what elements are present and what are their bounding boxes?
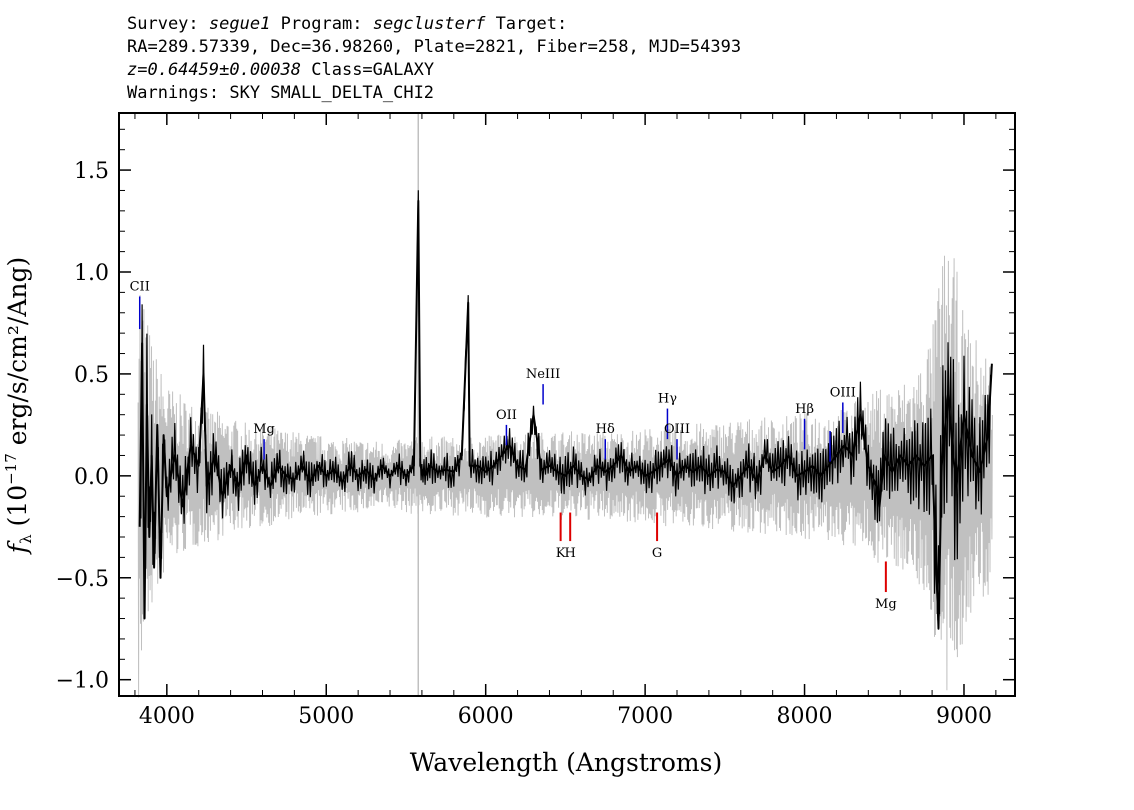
axes: 4000 5000 6000 7000 8000 9000 −1.0 −0.5 0.0 0.5 1.…	[56, 112, 1016, 729]
spectrum-header: Survey: segue1 Program: segclusterf Targ…	[127, 13, 741, 105]
x-tick-label: 5000	[298, 704, 354, 729]
line-label-10: K	[556, 546, 566, 561]
y-axis-title: fλ (10−17 erg/s/cm²/Ang)	[2, 257, 35, 555]
line-label-6: OIII	[664, 422, 690, 437]
y-tick-label: −0.5	[56, 567, 109, 592]
program-label: Program:	[280, 14, 363, 34]
y-tick-label: 1.5	[74, 159, 109, 184]
line-label-13: Mg	[875, 597, 897, 612]
x-tick-label: 9000	[936, 704, 992, 729]
x-axis-title: Wavelength (Angstroms)	[410, 748, 722, 777]
y-tick-label: 0.0	[74, 465, 109, 490]
plot-frame	[118, 112, 1016, 697]
redshift-value: z=0.64459±0.00038	[127, 60, 301, 80]
class-value: Class=GALAXY	[311, 60, 435, 80]
survey-value: segue1	[208, 14, 271, 34]
flux-line	[138, 199, 993, 630]
warnings-line: Warnings: SKY SMALL_DELTA_CHI2	[127, 83, 435, 103]
line-markers: CII Mg OII NeIII Hδ Hγ OIII Hβ OIII K H G Mg	[130, 279, 897, 612]
x-tick-label: 7000	[617, 704, 673, 729]
header-line-3: z=0.64459±0.00038 Class=GALAXY	[127, 59, 741, 82]
line-label-2: OII	[496, 408, 517, 423]
line-label-7: Hβ	[795, 402, 814, 417]
header-line-2: RA=289.57339, Dec=36.98260, Plate=2821, …	[127, 37, 742, 57]
y-tick-label: 1.0	[74, 261, 109, 286]
y-tick-label: −1.0	[56, 669, 109, 694]
survey-label: Survey:	[127, 14, 199, 34]
x-tick-label: 6000	[458, 704, 514, 729]
line-label-9: OIII	[830, 385, 856, 400]
y-tick-label: 0.5	[74, 363, 109, 388]
line-label-4: Hδ	[596, 422, 615, 437]
header-line-1: Survey: segue1 Program: segclusterf Targ…	[127, 13, 741, 36]
flux-series	[138, 190, 993, 630]
line-label-0: CII	[130, 279, 150, 294]
target-label: Target:	[495, 14, 568, 34]
line-label-3: NeIII	[526, 367, 560, 382]
flux-detail-line	[139, 190, 992, 615]
line-label-11: H	[565, 546, 576, 561]
x-tick-label: 8000	[777, 704, 833, 729]
x-tick-label: 4000	[139, 704, 195, 729]
line-label-1: Mg	[253, 422, 275, 437]
line-label-12: G	[652, 546, 662, 561]
line-label-5: Hγ	[658, 392, 677, 407]
program-value: segclusterf	[372, 14, 486, 34]
